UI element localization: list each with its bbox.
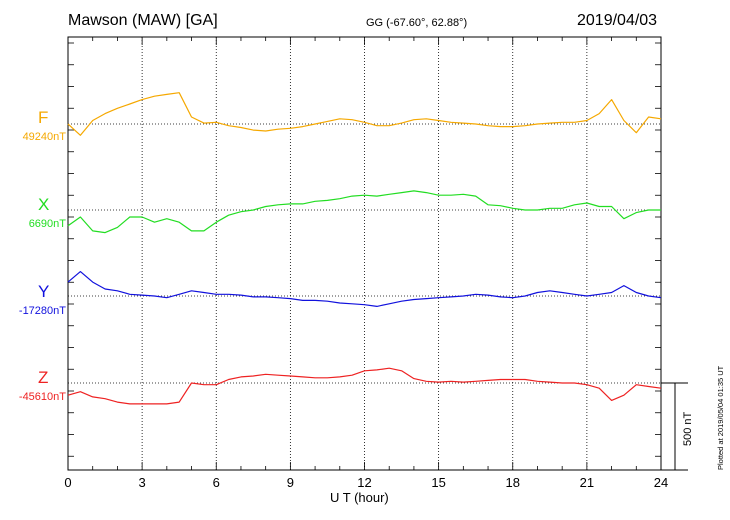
x-tick-label: 24: [654, 475, 668, 490]
series-name-y: Y: [38, 282, 50, 301]
x-tick-label: 12: [357, 475, 371, 490]
series-line-y: [67, 271, 662, 307]
x-tick-label: 9: [287, 475, 294, 490]
x-tick-label: 0: [64, 475, 71, 490]
series-line-z: [67, 367, 662, 405]
x-tick-label: 18: [506, 475, 520, 490]
scale-bar-label: 500 nT: [682, 411, 694, 446]
geographic-coordinates: GG (-67.60°, 62.88°): [366, 17, 468, 29]
series-baseline-y: -17280nT: [18, 305, 66, 317]
x-axis-title: U T (hour): [330, 490, 389, 505]
series-name-z: Z: [38, 368, 49, 387]
station-title: Mawson (MAW) [GA]: [68, 12, 218, 29]
series-name-x: X: [38, 195, 50, 214]
plot-date: 2019/04/03: [577, 12, 658, 29]
series-line-f: [67, 92, 662, 136]
plotted-timestamp: Plotted at 2019/05/04 01:35 UT: [716, 365, 725, 470]
x-tick-label: 15: [431, 475, 445, 490]
series-name-f: F: [38, 108, 49, 127]
x-tick-label: 21: [580, 475, 594, 490]
series-line-x: [67, 190, 661, 234]
x-tick-label: 3: [139, 475, 146, 490]
series-baseline-f: 49240nT: [22, 131, 66, 143]
x-tick-label: 6: [213, 475, 220, 490]
series-baseline-x: 6690nT: [28, 218, 66, 230]
series-baseline-z: -45610nT: [18, 391, 66, 403]
